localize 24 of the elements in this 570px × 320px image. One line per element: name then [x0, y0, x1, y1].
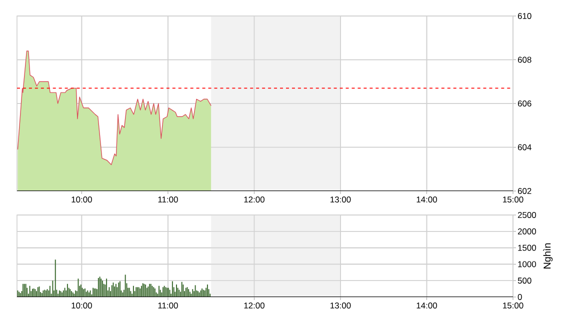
x-tick-label: 10:00 [72, 196, 92, 203]
x-tick-label: 12:00 [244, 196, 264, 203]
y-tick-label: 606 [518, 100, 532, 106]
y-tick-label: 0 [518, 294, 522, 300]
y-tick-label: 1000 [518, 261, 536, 268]
y-axis-title: Nghìn [543, 243, 553, 268]
x-tick-label: 10:00 [72, 302, 92, 309]
y-tick-label: 500 [518, 278, 532, 284]
x-tick-label: 12:00 [244, 302, 264, 309]
y-tick-label: 2000 [518, 228, 536, 234]
y-tick-label: 608 [518, 56, 532, 63]
x-tick-label: 13:00 [330, 196, 351, 203]
y-tick-label: 1500 [518, 244, 536, 251]
x-tick-label: 15:00 [503, 302, 524, 309]
y-tick-label: 610 [518, 13, 532, 19]
x-tick-label: 14:00 [416, 302, 438, 309]
x-tick-label: 15:00 [503, 196, 524, 203]
x-tick-label: 13:00 [330, 302, 351, 309]
y-tick-label: 602 [518, 188, 532, 194]
x-tick-label: 11:00 [158, 196, 178, 203]
y-tick-label: 2500 [518, 212, 536, 218]
x-tick-label: 11:00 [158, 302, 178, 309]
y-tick-label: 604 [518, 144, 532, 150]
x-tick-label: 14:00 [416, 196, 438, 203]
